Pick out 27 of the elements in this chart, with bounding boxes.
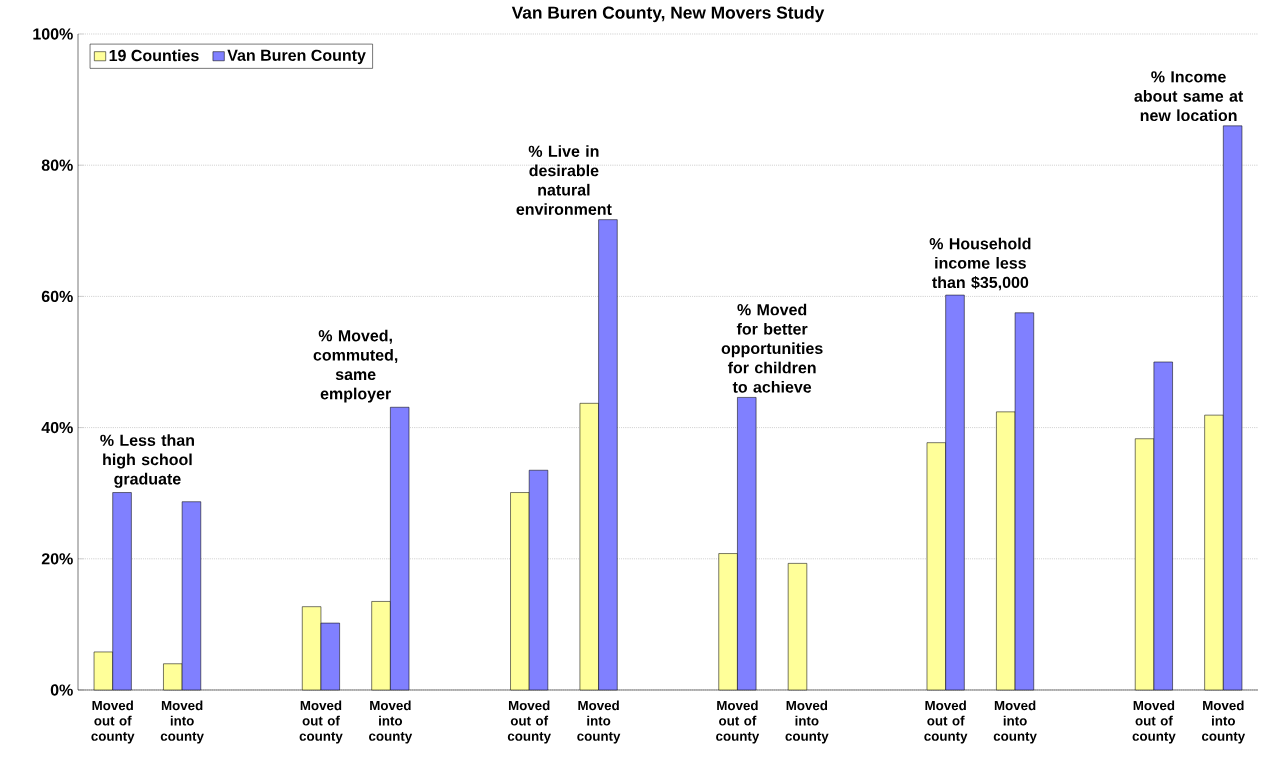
legend-label: 19 Counties (109, 49, 199, 62)
y-tick-label: 0% (50, 684, 73, 696)
x-tick-label: Moved into county (993, 700, 1037, 744)
x-tick-label: Moved into county (785, 700, 829, 744)
x-tick-label: Moved out of county (507, 700, 551, 744)
x-tick-label: Moved into county (369, 700, 413, 744)
x-tick-label: Moved out of county (924, 700, 968, 744)
x-tick-label: Moved out of county (299, 700, 343, 744)
x-tick-label: Moved out of county (716, 700, 760, 744)
y-tick-label: 100% (33, 28, 73, 40)
annotation: % Income about same at new location (1134, 71, 1244, 122)
x-tick-label: Moved into county (160, 700, 204, 744)
y-tick-label: 20% (41, 553, 73, 565)
annotation: % Live in desirable natural environment (516, 145, 612, 215)
annotation: % Moved for better opportunities for children to achieve (721, 303, 823, 393)
annotation: % Household income less than $35,000 (929, 237, 1031, 291)
x-tick-label: Moved into county (1201, 700, 1246, 744)
y-tick-label: 40% (41, 421, 73, 434)
x-tick-label: Moved into county (577, 700, 621, 744)
x-tick-label: Moved out of county (91, 700, 135, 744)
chart-title: Van Buren County, New Movers Study (511, 6, 825, 23)
x-tick-label: Moved out of county (1132, 700, 1176, 744)
legend-label: Van Buren County (227, 49, 366, 65)
y-tick-label: 60% (41, 290, 73, 303)
annotation: % Moved, commuted, same employer (313, 329, 398, 403)
annotation: % Less than high school graduate (100, 434, 194, 488)
y-tick-label: 80% (41, 159, 73, 171)
